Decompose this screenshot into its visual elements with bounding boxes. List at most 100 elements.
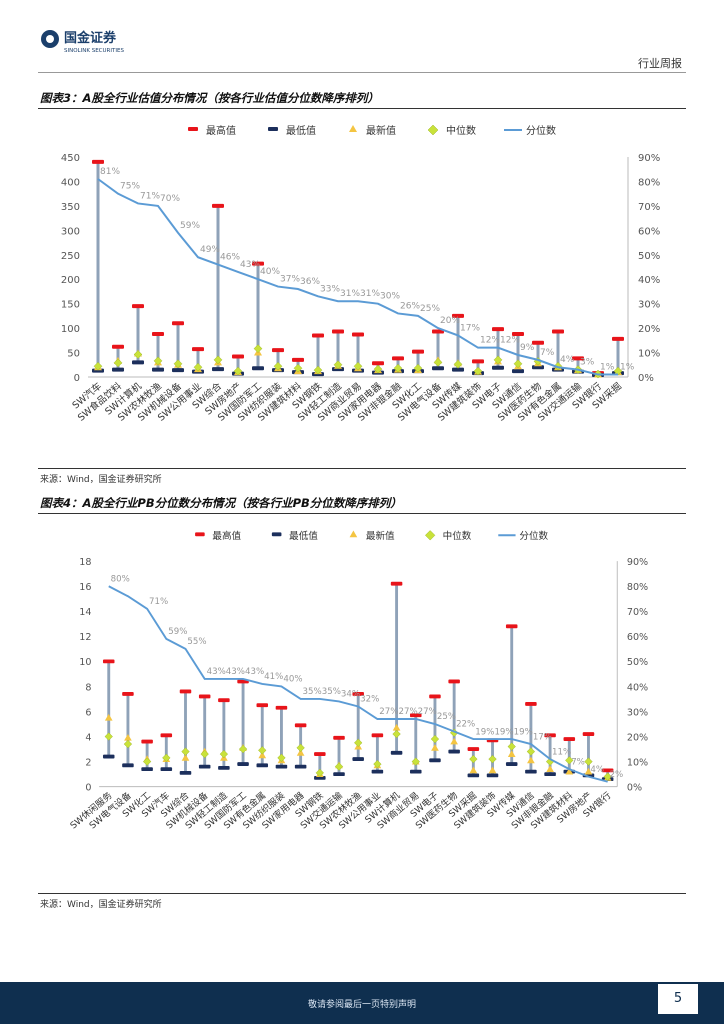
max-marker (412, 349, 424, 354)
percentile-label: 37% (280, 275, 300, 285)
min-marker (492, 365, 504, 370)
figure-4-chart: 最高值 最低值 最新值 中位数 分位数 0 2 4 6 8 10 12 14 16 18 0% 10% 20% 30… (68, 530, 649, 831)
min-marker (102, 754, 115, 759)
latest-marker (565, 767, 574, 775)
min-marker (371, 769, 384, 774)
max-marker (252, 261, 264, 266)
latest-marker (450, 737, 458, 745)
percentile-label: 80% (111, 574, 130, 584)
min-marker (179, 770, 192, 775)
max-marker (544, 733, 556, 738)
figure-3-title: 图表3：A股全行业估值分布情况（按各行业估值分位数降序排列） (40, 91, 379, 105)
y-tick-label: 12 (79, 632, 91, 643)
median-marker (213, 355, 223, 365)
percentile-label: 35% (322, 687, 341, 697)
percentile-label: 46% (220, 253, 240, 263)
legend-swatch-low (271, 532, 282, 537)
median-marker (315, 768, 325, 778)
percentile-label: 70% (160, 194, 180, 204)
min-marker (112, 367, 124, 372)
figure-3-bottom-rule (38, 468, 686, 469)
header-divider (38, 72, 686, 73)
y-tick-label: 14 (79, 607, 91, 618)
min-marker (486, 773, 499, 778)
min-marker (544, 772, 556, 777)
max-marker (352, 332, 364, 337)
y-tick-label: 400 (61, 177, 80, 188)
min-marker (452, 367, 464, 372)
median-marker (334, 762, 344, 771)
median-marker (584, 757, 593, 766)
percentile-label: 55% (187, 637, 206, 647)
median-marker (113, 358, 123, 368)
percentile-label: 12% (480, 336, 500, 346)
min-marker (525, 769, 537, 774)
y-tick-label: 300 (61, 226, 80, 237)
percentile-label: 59% (168, 627, 187, 637)
y2-tick-label: 80% (638, 177, 660, 188)
latest-marker (296, 748, 305, 756)
legend-item: 最低值 (271, 530, 318, 542)
max-marker (333, 735, 345, 740)
median-marker (453, 359, 463, 369)
y-tick-label: 2 (85, 757, 91, 768)
y2-tick-label: 40% (627, 682, 648, 693)
max-marker (332, 329, 344, 334)
y2-tick-label: 50% (627, 657, 648, 668)
legend-label: 分位数 (526, 124, 556, 137)
legend-label: 分位数 (519, 530, 548, 542)
latest-marker (104, 713, 113, 721)
min-marker (512, 369, 524, 374)
company-name-en: SINOLINK SECURITIES (64, 48, 124, 54)
min-marker (172, 368, 184, 373)
max-marker (472, 359, 484, 364)
percentile-label: 40% (283, 675, 302, 685)
y2-tick-label: 60% (627, 632, 648, 643)
percentile-label: 20% (440, 316, 460, 326)
legend-swatch-median (425, 530, 436, 541)
median-marker (313, 365, 323, 375)
y-tick-label: 10 (79, 657, 91, 668)
median-marker (133, 350, 143, 359)
percentile-label: 43% (207, 667, 226, 677)
max-marker (152, 331, 164, 336)
y-tick-label: 250 (61, 251, 80, 262)
percentile-label: 36% (300, 277, 320, 287)
percentile-line (97, 178, 618, 376)
percentile-label: 27% (379, 707, 398, 717)
legend-label: 最高值 (212, 530, 241, 542)
max-marker (141, 739, 153, 744)
page-header: 国金证券 SINOLINK SECURITIES 行业周报 (0, 0, 724, 73)
max-marker (218, 698, 230, 703)
min-marker (237, 762, 249, 767)
median-marker (273, 361, 283, 371)
latest-marker (584, 767, 593, 775)
legend-swatch-low (268, 127, 278, 131)
y2-tick-label: 50% (638, 251, 660, 262)
percentile-label: 32% (360, 695, 379, 705)
percentile-label: 11% (552, 747, 571, 757)
y-tick-label: 50 (67, 349, 80, 360)
y2-tick-label: 30% (627, 707, 648, 718)
median-marker (153, 356, 163, 366)
y2-tick-label: 20% (638, 324, 660, 335)
max-marker (492, 327, 504, 332)
median-marker (173, 359, 183, 369)
chart-legend: 最高值 最低值 最新值 中位数 分位数 (188, 124, 556, 137)
max-marker (371, 733, 384, 738)
figure-4-title: 图表4：A股全行业PB分位数分布情况（按各行业PB分位数降序排列） (40, 496, 402, 510)
max-marker (232, 354, 244, 359)
median-marker (513, 359, 523, 369)
figure-3-chart: 最高值 最低值 最新值 中位数 分位数 0 50 100 150 200 250 300 350 400 4… (61, 124, 660, 424)
max-marker (532, 340, 544, 345)
median-marker (142, 757, 152, 766)
percentile-label: 31% (340, 289, 360, 299)
percentile-label: 43% (226, 667, 245, 677)
y-tick-label: 450 (61, 153, 80, 164)
percentile-label: 59% (180, 221, 200, 231)
y2-tick-label: 10% (627, 757, 648, 768)
latest-marker (392, 723, 401, 731)
min-marker (198, 764, 211, 769)
min-marker (256, 763, 269, 768)
max-marker (102, 659, 115, 664)
